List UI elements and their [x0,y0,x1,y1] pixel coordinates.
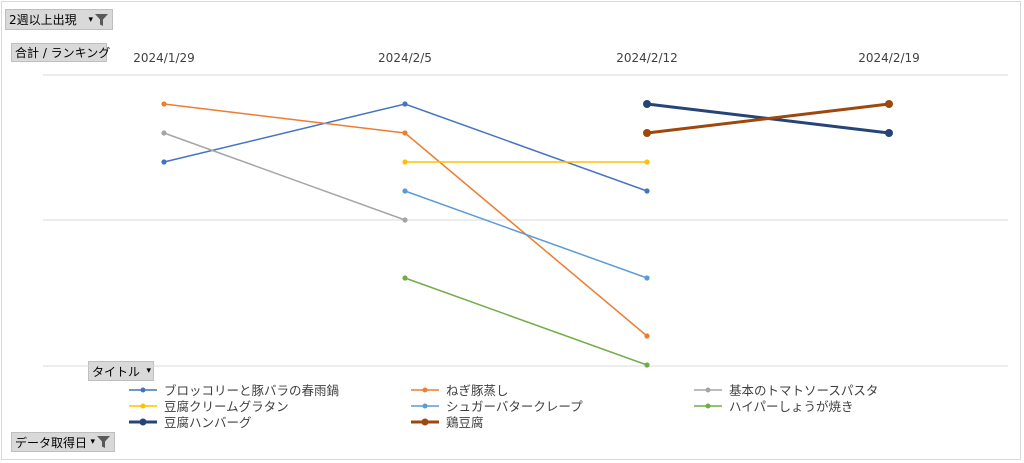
legend-label: ねぎ豚蒸し [446,383,509,398]
data-point [402,217,408,223]
data-point [885,129,893,137]
legend-label: 豆腐クリームグラタン [164,399,289,414]
dropdown-caret-icon: ▾ [90,437,95,447]
legend-item: 豆腐ハンバーグ [128,412,252,431]
legend-swatch [411,387,439,392]
legend-swatch [694,403,722,408]
data-point [644,188,650,194]
data-point [644,333,650,339]
legend-item: ねぎ豚蒸し [410,380,509,399]
legend-label: シュガーバタークレープ [446,399,583,414]
data-point [644,362,650,368]
series-line [404,190,648,279]
legend-swatch [411,403,439,408]
dropdown-caret-icon: ▾ [146,366,151,376]
data-point [402,188,408,194]
data-point [402,101,408,107]
axis-field-label: データ取得日 [15,435,88,450]
data-point [161,159,167,165]
legend-swatch [129,387,157,392]
x-tick-label: 2024/2/5 [378,51,432,65]
series-line [404,277,648,366]
legend-item: シュガーバタークレープ [410,396,583,415]
legend-label: ブロッコリーと豚バラの春雨鍋 [164,383,340,398]
filter-label: 2週以上出現 [9,13,77,27]
value-field-button[interactable]: 合計 / ランキング [11,43,111,62]
legend-item: 基本のトマトソースパスタ [693,380,878,399]
filter-button-top[interactable]: 2週以上出現 ▾ [5,9,113,30]
series-line [163,103,648,192]
data-point [644,159,650,165]
legend-item: 豆腐クリームグラタン [128,396,289,415]
value-field-label: 合計 / ランキング [15,46,111,60]
filter-funnel-icon [97,436,110,448]
legend-swatch [129,403,157,408]
series-line [163,132,406,221]
data-point [402,130,408,136]
legend-swatch [129,418,157,425]
filter-funnel-icon [95,13,108,26]
data-point [161,130,167,136]
x-tick-label: 2024/1/29 [133,51,195,65]
data-point [643,129,651,137]
series-line [646,102,890,135]
data-point [161,101,167,107]
legend-label: 鶏豆腐 [446,415,484,430]
legend-swatch [411,418,439,425]
data-point [402,159,408,165]
data-point [644,275,650,281]
legend-item: ハイパーしょうが焼き [693,396,854,415]
legend-swatch [694,387,722,392]
legend-item: ブロッコリーと豚バラの春雨鍋 [128,380,339,399]
dropdown-caret-icon: ▾ [88,14,93,25]
legend-label: 基本のトマトソースパスタ [729,383,879,398]
legend-label: ハイパーしょうが焼き [729,399,854,414]
data-point [643,100,651,108]
filter-button-axis[interactable]: データ取得日 ▾ [11,432,115,452]
data-point [402,275,408,281]
series-field-label: タイトル [92,364,141,379]
x-tick-label: 2024/2/19 [858,51,920,65]
legend-item: 鶏豆腐 [410,412,484,431]
x-tick-label: 2024/2/12 [616,51,678,65]
data-point [885,100,893,108]
legend-label: 豆腐ハンバーグ [164,415,252,430]
